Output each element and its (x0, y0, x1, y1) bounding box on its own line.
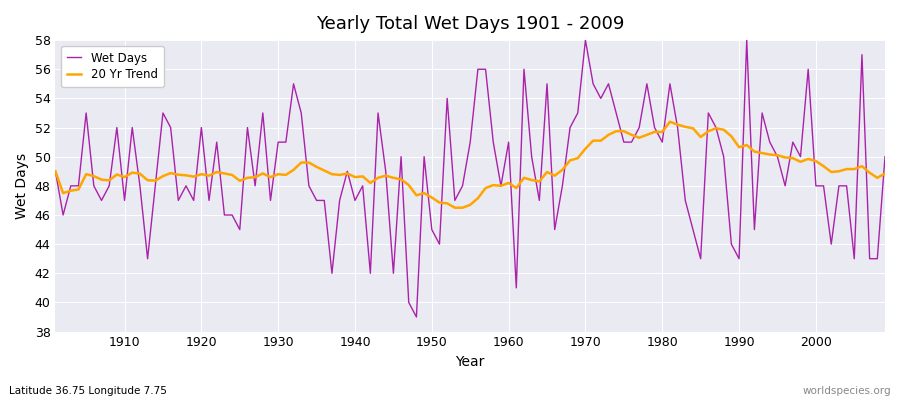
Wet Days (611, 110, 622, 115)
Wet Days (327, 271, 338, 276)
20 Yr Trend (449, 205, 460, 210)
Text: Latitude 36.75 Longitude 7.75: Latitude 36.75 Longitude 7.75 (9, 386, 166, 396)
Line: 20 Yr Trend: 20 Yr Trend (56, 122, 885, 208)
Wet Days (511, 286, 522, 290)
Legend: Wet Days, 20 Yr Trend: Wet Days, 20 Yr Trend (61, 46, 164, 87)
Wet Days (879, 154, 890, 159)
20 Yr Trend (603, 132, 614, 137)
Text: worldspecies.org: worldspecies.org (803, 386, 891, 396)
X-axis label: Year: Year (455, 355, 485, 369)
Line: Wet Days: Wet Days (56, 40, 885, 317)
Wet Days (411, 315, 422, 320)
Wet Days (112, 125, 122, 130)
20 Yr Trend (511, 186, 522, 190)
Wet Days (503, 140, 514, 144)
20 Yr Trend (327, 172, 338, 176)
Wet Days (281, 140, 292, 144)
Y-axis label: Wet Days: Wet Days (15, 153, 29, 219)
20 Yr Trend (281, 172, 292, 177)
20 Yr Trend (50, 169, 61, 174)
20 Yr Trend (112, 172, 122, 177)
20 Yr Trend (503, 180, 514, 185)
Title: Yearly Total Wet Days 1901 - 2009: Yearly Total Wet Days 1901 - 2009 (316, 15, 625, 33)
Wet Days (50, 169, 61, 174)
20 Yr Trend (879, 171, 890, 176)
Wet Days (580, 38, 590, 42)
20 Yr Trend (664, 119, 675, 124)
